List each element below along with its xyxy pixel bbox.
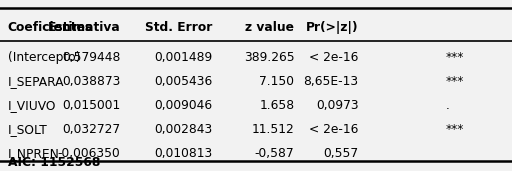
Text: 389.265: 389.265 (244, 51, 294, 64)
Text: 0,015001: 0,015001 (62, 99, 120, 112)
Text: 0,005436: 0,005436 (154, 75, 212, 88)
Text: < 2e-16: < 2e-16 (309, 51, 358, 64)
Text: Std. Error: Std. Error (145, 21, 212, 34)
Text: I_NPREN: I_NPREN (8, 147, 59, 160)
Text: 0,038873: 0,038873 (62, 75, 120, 88)
Text: < 2e-16: < 2e-16 (309, 123, 358, 136)
Text: Estimativa: Estimativa (48, 21, 120, 34)
Text: 11.512: 11.512 (252, 123, 294, 136)
Text: 0,001489: 0,001489 (154, 51, 212, 64)
Text: z value: z value (245, 21, 294, 34)
Text: 0,010813: 0,010813 (154, 147, 212, 160)
Text: AIC: 1152568: AIC: 1152568 (8, 156, 100, 169)
Text: 1.658: 1.658 (259, 99, 294, 112)
Text: 0,009046: 0,009046 (154, 99, 212, 112)
Text: Pr(>|z|): Pr(>|z|) (306, 21, 358, 34)
Text: 0,0973: 0,0973 (316, 99, 358, 112)
Text: (Intercepto): (Intercepto) (8, 51, 80, 64)
Text: 0,002843: 0,002843 (154, 123, 212, 136)
Text: -0,587: -0,587 (255, 147, 294, 160)
Text: 8,65E-13: 8,65E-13 (303, 75, 358, 88)
Text: Coeficientes: Coeficientes (8, 21, 93, 34)
Text: 7.150: 7.150 (260, 75, 294, 88)
Text: I_SEPARA: I_SEPARA (8, 75, 64, 88)
Text: 0,557: 0,557 (323, 147, 358, 160)
Text: ***: *** (445, 51, 464, 64)
Text: I_VIUVO: I_VIUVO (8, 99, 56, 112)
Text: ***: *** (445, 75, 464, 88)
Text: I_SOLT: I_SOLT (8, 123, 48, 136)
Text: -0,006350: -0,006350 (57, 147, 120, 160)
Text: 0,579448: 0,579448 (62, 51, 120, 64)
Text: .: . (445, 99, 450, 112)
Text: 0,032727: 0,032727 (62, 123, 120, 136)
Text: ***: *** (445, 123, 464, 136)
